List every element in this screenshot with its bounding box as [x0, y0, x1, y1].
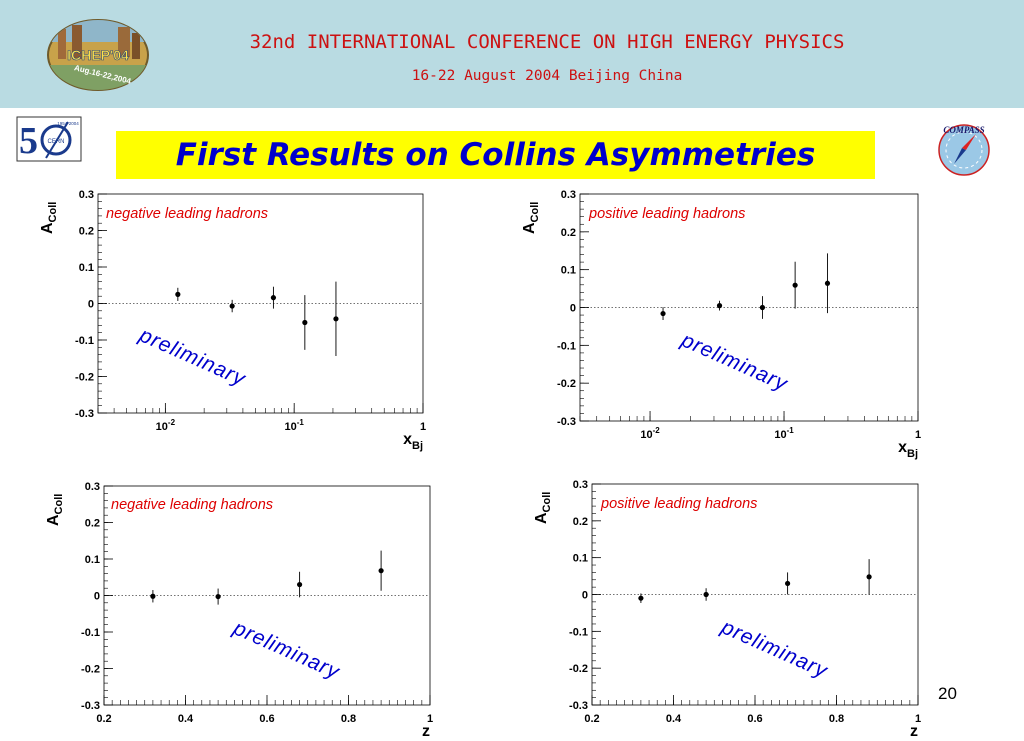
chart3-x-tick-label: 0.6 [259, 713, 274, 725]
chart2-x-tick-label: 10-1 [774, 426, 794, 441]
chart2-data-point [792, 282, 798, 288]
chart3-x-tick-label: 0.8 [341, 713, 356, 725]
chart1-data-point [270, 295, 277, 301]
chart3-data-point [378, 568, 384, 574]
chart1-y-tick-label: 0.3 [79, 189, 94, 201]
chart1-panel-label: negative leading hadrons [106, 206, 268, 222]
chart4-y-tick-label: 0.1 [573, 553, 588, 565]
chart3-panel-label: negative leading hadrons [111, 497, 273, 513]
chart4-y-axis-title: AColl [533, 492, 553, 524]
chart3-y-tick-label: -0.3 [81, 700, 100, 712]
compass-logo: COMPASS [938, 124, 990, 176]
chart4-y-tick-label: -0.2 [569, 663, 588, 675]
chart3-x-axis-title: z [422, 723, 430, 740]
chart4-y-tick-label: -0.3 [569, 700, 588, 712]
ichep-logo-text: ICHEP'04 [67, 47, 129, 63]
chart3-data-point [297, 581, 303, 588]
chart2-y-tick-label: -0.1 [557, 340, 576, 352]
chart4-preliminary-watermark: preliminary [717, 615, 832, 683]
chart4-data-point [703, 591, 709, 598]
chart3-x-tick-label: 0.4 [178, 713, 194, 725]
chart3-y-tick-label: 0.1 [85, 554, 100, 566]
chart4-panel-label: positive leading hadrons [600, 496, 757, 512]
chart2-panel-label: positive leading hadrons [588, 206, 745, 222]
slide-title: First Results on Collins Asymmetries [175, 137, 816, 173]
chart1-data-point [333, 316, 339, 322]
chart1-y-tick-label: 0 [88, 299, 94, 311]
chart2-data-point [660, 310, 666, 317]
chart3-y-axis-title: AColl [45, 494, 65, 526]
chart4-x-tick-label: 0.8 [829, 713, 844, 725]
chart2-y-axis-title: AColl [521, 202, 541, 234]
chart4-x-axis-title: z [910, 723, 918, 740]
chart2-y-tick-label: 0 [570, 303, 576, 315]
chart2-y-tick-label: 0.2 [561, 227, 576, 239]
chart4-y-tick-label: -0.1 [569, 626, 588, 638]
chart1-y-tick-label: 0.2 [79, 226, 94, 238]
cern-logo-text: CERN [47, 139, 64, 145]
chart2-panel: 0.3 0.2 0.1 0 -0.1 -0.2 -0.3 10-2 10-1 1 AColl xBj p… [521, 189, 921, 460]
chart2-x-tick-label: 10-2 [640, 426, 660, 441]
compass-logo-text: COMPASS [943, 125, 984, 135]
banner-divider [0, 108, 1024, 110]
chart1-preliminary-watermark: preliminary [135, 323, 250, 391]
chart4-x-tick-label: 0.2 [584, 713, 599, 725]
chart4-y-tick-label: 0 [582, 590, 588, 602]
chart1-y-axis-title: AColl [39, 202, 59, 234]
chart1-panel: 0.3 0.2 0.1 0 -0.1 -0.2 -0.3 10-2 10-1 1 AColl xBj n… [39, 189, 426, 452]
chart1-y-tick-label: -0.1 [75, 335, 94, 347]
chart4-y-tick-label: 0.2 [573, 516, 588, 528]
chart1-x-tick-label: 1 [420, 421, 426, 433]
chart3-y-tick-label: 0.2 [85, 518, 100, 530]
chart4-data-point [638, 595, 644, 601]
chart4-x-tick-label: 0.4 [666, 713, 682, 725]
chart3-data-point [150, 593, 156, 599]
chart2-preliminary-watermark: preliminary [677, 328, 792, 396]
chart3-y-tick-label: 0 [94, 591, 100, 603]
chart4-y-tick-label: 0.3 [573, 479, 588, 491]
chart2-data-point [824, 280, 831, 286]
conference-banner [0, 0, 1024, 110]
chart4-data-point [866, 574, 872, 580]
chart4-x-tick-label: 1 [915, 713, 921, 725]
chart1-data-point [229, 303, 235, 309]
chart3-x-tick-label: 1 [427, 713, 433, 725]
cern-logo-years: 1954-2004 [57, 121, 79, 126]
chart1-y-tick-label: -0.2 [75, 372, 94, 384]
chart2-data-point [759, 304, 766, 311]
chart2-y-tick-label: -0.3 [557, 416, 576, 428]
chart4-data-point [785, 580, 791, 587]
chart3-preliminary-watermark: preliminary [229, 616, 344, 684]
chart3-y-tick-label: 0.3 [85, 481, 100, 493]
chart4-panel: 0.30.20.10-0.1-0.2-0.30.2 0.4 0.6 0.8 1AColl… [533, 479, 921, 740]
title-highlight [116, 131, 875, 179]
chart1-x-tick-label: 10-1 [284, 418, 304, 433]
chart3-x-tick-label: 0.2 [96, 713, 111, 725]
chart2-data-point [716, 303, 723, 309]
chart2-y-tick-label: 0.3 [561, 189, 576, 201]
chart3-y-tick-label: -0.2 [81, 664, 100, 676]
chart3-data-point [215, 593, 221, 600]
chart1-y-tick-label: 0.1 [79, 262, 94, 274]
chart4-x-tick-label: 0.6 [747, 713, 762, 725]
cern-50-logo: 5 CERN 1954-2004 [16, 116, 82, 162]
cern-fifty-mark: 5 [19, 120, 38, 162]
chart1-x-tick-label: 10-2 [156, 418, 176, 433]
chart3-panel: 0.30.20.10-0.1-0.2-0.30.2 0.4 0.6 0.8 1AColl… [45, 481, 433, 740]
chart1-data-point [175, 291, 181, 297]
chart2-x-tick-label: 1 [915, 429, 921, 441]
page-number: 20 [938, 684, 957, 703]
chart1-data-point [302, 319, 308, 326]
chart3-y-tick-label: -0.1 [81, 627, 100, 639]
ichep-logo: ICHEP'04 Aug.16-22,2004 [47, 19, 149, 91]
conference-title: 32nd INTERNATIONAL CONFERENCE ON HIGH EN… [249, 31, 845, 53]
chart1-y-tick-label: -0.3 [75, 408, 94, 420]
chart1-x-axis-title: xBj [403, 431, 423, 452]
chart2-y-tick-label: 0.1 [561, 265, 576, 277]
conference-subtitle: 16-22 August 2004 Beijing China [411, 68, 683, 84]
chart2-y-tick-label: -0.2 [557, 378, 576, 390]
chart2-x-axis-title: xBj [898, 439, 918, 460]
